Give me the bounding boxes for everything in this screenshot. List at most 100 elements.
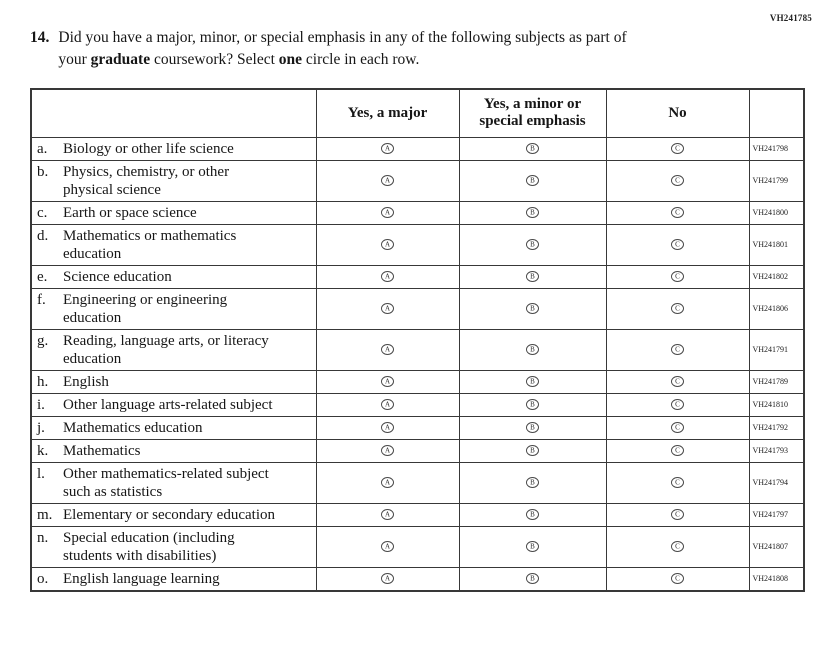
option-a-bubble[interactable]: A xyxy=(381,573,394,585)
option-a-bubble[interactable]: A xyxy=(381,445,394,457)
header-code xyxy=(748,88,805,138)
row-subject: Special education (including students wi… xyxy=(63,529,235,564)
option-major-cell: A xyxy=(315,328,460,371)
option-no-cell: C xyxy=(605,264,750,289)
option-minor-cell: B xyxy=(458,392,607,417)
option-b-bubble[interactable]: B xyxy=(526,445,539,457)
option-c-bubble[interactable]: C xyxy=(671,541,684,553)
option-a-bubble[interactable]: A xyxy=(381,271,394,283)
option-c-bubble[interactable]: C xyxy=(671,477,684,489)
option-b-bubble[interactable]: B xyxy=(526,477,539,489)
option-c-bubble[interactable]: C xyxy=(671,207,684,219)
row-letter: c. xyxy=(37,204,48,221)
option-c-bubble[interactable]: C xyxy=(671,271,684,283)
row-letter: n. xyxy=(37,529,49,546)
option-major-cell: A xyxy=(315,159,460,202)
row-subject: Mathematics education xyxy=(63,419,203,436)
table-row: e. Science education A B C VH241802 xyxy=(30,264,805,289)
option-no-cell: C xyxy=(605,369,750,394)
option-c-bubble[interactable]: C xyxy=(671,399,684,411)
subject-cell: i. Other language arts-related subject xyxy=(30,392,317,417)
row-letter: h. xyxy=(37,373,49,390)
subject-cell: k. Mathematics xyxy=(30,438,317,463)
option-a-bubble[interactable]: A xyxy=(381,376,394,388)
option-a-bubble[interactable]: A xyxy=(381,422,394,434)
row-subject: English language learning xyxy=(63,570,220,587)
option-b-bubble[interactable]: B xyxy=(526,303,539,315)
row-code: VH241792 xyxy=(748,415,805,440)
option-minor-cell: B xyxy=(458,566,607,591)
subject-cell: f. Engineering or engineering education xyxy=(30,287,317,330)
option-b-bubble[interactable]: B xyxy=(526,239,539,251)
option-b-bubble[interactable]: B xyxy=(526,509,539,521)
option-c-bubble[interactable]: C xyxy=(671,175,684,187)
option-c-bubble[interactable]: C xyxy=(671,509,684,521)
question-bold-one: one xyxy=(278,51,303,68)
table-row: l. Other mathematics-related subject such… xyxy=(30,461,805,504)
row-letter: a. xyxy=(37,140,48,157)
option-a-bubble[interactable]: A xyxy=(381,509,394,521)
option-a-bubble[interactable]: A xyxy=(381,344,394,356)
option-minor-cell: B xyxy=(458,415,607,440)
subject-cell: d. Mathematics or mathematics education xyxy=(30,223,317,266)
option-a-bubble[interactable]: A xyxy=(381,207,394,219)
row-subject: Mathematics or mathematics education xyxy=(63,227,237,262)
row-code: VH241808 xyxy=(748,566,805,591)
option-b-bubble[interactable]: B xyxy=(526,422,539,434)
option-minor-cell: B xyxy=(458,223,607,266)
option-c-bubble[interactable]: C xyxy=(671,143,684,155)
row-code: VH241789 xyxy=(748,369,805,394)
option-b-bubble[interactable]: B xyxy=(526,271,539,283)
option-a-bubble[interactable]: A xyxy=(381,175,394,187)
option-b-bubble[interactable]: B xyxy=(526,207,539,219)
option-major-cell: A xyxy=(315,200,460,225)
option-minor-cell: B xyxy=(458,136,607,161)
option-a-bubble[interactable]: A xyxy=(381,303,394,315)
table-row: i. Other language arts-related subject A … xyxy=(30,392,805,417)
option-b-bubble[interactable]: B xyxy=(526,143,539,155)
option-no-cell: C xyxy=(605,438,750,463)
option-c-bubble[interactable]: C xyxy=(671,376,684,388)
table-row: c. Earth or space science A B C VH241800 xyxy=(30,200,805,225)
option-b-bubble[interactable]: B xyxy=(526,573,539,585)
subject-cell: e. Science education xyxy=(30,264,317,289)
row-code: VH241791 xyxy=(748,328,805,371)
option-a-bubble[interactable]: A xyxy=(381,239,394,251)
option-no-cell: C xyxy=(605,159,750,202)
option-no-cell: C xyxy=(605,566,750,591)
subject-cell: c. Earth or space science xyxy=(30,200,317,225)
option-c-bubble[interactable]: C xyxy=(671,303,684,315)
option-no-cell: C xyxy=(605,223,750,266)
row-letter: i. xyxy=(37,396,45,413)
subject-cell: m. Elementary or secondary education xyxy=(30,502,317,527)
option-c-bubble[interactable]: C xyxy=(671,239,684,251)
option-a-bubble[interactable]: A xyxy=(381,477,394,489)
option-no-cell: C xyxy=(605,525,750,568)
table-row: f. Engineering or engineering education A… xyxy=(30,287,805,330)
option-minor-cell: B xyxy=(458,369,607,394)
row-code: VH241806 xyxy=(748,287,805,330)
option-c-bubble[interactable]: C xyxy=(671,445,684,457)
option-c-bubble[interactable]: C xyxy=(671,344,684,356)
option-c-bubble[interactable]: C xyxy=(671,573,684,585)
row-subject: Elementary or secondary education xyxy=(63,506,275,523)
option-minor-cell: B xyxy=(458,264,607,289)
option-minor-cell: B xyxy=(458,287,607,330)
option-b-bubble[interactable]: B xyxy=(526,344,539,356)
option-b-bubble[interactable]: B xyxy=(526,541,539,553)
option-b-bubble[interactable]: B xyxy=(526,399,539,411)
option-c-bubble[interactable]: C xyxy=(671,422,684,434)
table-row: j. Mathematics education A B C VH241792 xyxy=(30,415,805,440)
option-a-bubble[interactable]: A xyxy=(381,143,394,155)
option-b-bubble[interactable]: B xyxy=(526,376,539,388)
option-a-bubble[interactable]: A xyxy=(381,399,394,411)
subject-cell: o. English language learning xyxy=(30,566,317,591)
option-no-cell: C xyxy=(605,502,750,527)
subject-cell: a. Biology or other life science xyxy=(30,136,317,161)
option-minor-cell: B xyxy=(458,328,607,371)
option-a-bubble[interactable]: A xyxy=(381,541,394,553)
row-subject: Mathematics xyxy=(63,442,141,459)
option-b-bubble[interactable]: B xyxy=(526,175,539,187)
table-row: d. Mathematics or mathematics education A… xyxy=(30,223,805,266)
option-no-cell: C xyxy=(605,200,750,225)
